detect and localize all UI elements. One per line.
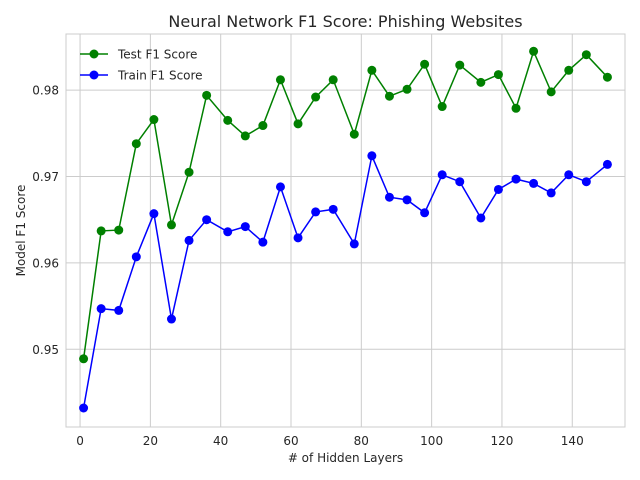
series-train-point [114,305,124,315]
series-test-point [602,72,612,82]
series-test-point [202,90,212,100]
chart-title: Neural Network F1 Score: Phishing Websit… [168,12,522,31]
y-tick-labels: 0.95 0.96 0.97 0.98 [32,84,59,357]
series-test-point [184,167,194,177]
series-test-point [311,92,321,102]
series-train-point [240,222,250,232]
series-train-point [384,192,394,202]
series-test-point [384,91,394,101]
x-tick-label: 120 [490,434,513,448]
x-tick-label: 20 [143,434,158,448]
legend-train-label: Train F1 Score [117,69,203,83]
x-tick-label: 80 [354,434,369,448]
series-train-point [529,178,539,188]
legend-test-marker [89,49,99,59]
series-train-point [476,213,486,223]
y-tick-label: 0.98 [32,84,59,98]
y-axis-label: Model F1 Score [14,185,28,277]
series-test-point [223,115,233,125]
plot-area-frame [65,33,626,428]
series-train-point [131,252,141,262]
series-train-point [202,215,212,225]
series-train-point [564,170,574,180]
series-test-point [258,121,268,131]
series-train-point [184,235,194,245]
series-train-point [223,227,233,237]
series-test-point [581,50,591,60]
series-test-point [493,70,503,80]
series-test-point [476,77,486,87]
series-train-point [328,204,338,214]
series-train-point [420,208,430,218]
series-train-point [79,403,89,413]
series-train-point [149,209,159,219]
series-test-point [240,131,250,141]
series-train-point [258,237,268,247]
series-train-point [311,207,321,217]
series-test-point [349,129,359,139]
series-test-line [82,49,608,359]
x-tick-label: 100 [420,434,443,448]
legend-train-marker [89,70,99,80]
y-tick-label: 0.97 [32,170,59,184]
series-test-point [275,75,285,85]
series-test-point [79,354,89,364]
legend-test-label: Test F1 Score [117,48,197,62]
series-train-point [349,239,359,249]
series-test-point [114,225,124,235]
series-train-point [581,177,591,187]
series-test-point [437,102,447,112]
series-test [79,46,612,364]
series-test-point [455,60,465,70]
series-test-point [367,65,377,75]
series-train [79,151,612,413]
series-train-point [96,304,106,314]
series-test-point [546,87,556,97]
x-axis-label: # of Hidden Layers [288,451,403,465]
series-test-point [420,59,430,69]
x-tick-labels: 0 20 40 60 80 100 120 140 [76,434,583,448]
series-train-point [166,314,176,324]
series-test-point [529,46,539,56]
series-train-point [402,195,412,205]
series-train-point [367,151,377,161]
series-train-point [455,177,465,187]
series-test-point [402,84,412,94]
series-layer [79,46,612,413]
series-test-point [564,65,574,75]
series-train-point [546,188,556,198]
series-test-point [328,75,338,85]
y-tick-label: 0.96 [32,256,59,270]
x-tick-label: 40 [213,434,228,448]
series-train-point [275,182,285,192]
x-tick-label: 0 [76,434,84,448]
series-test-point [149,115,159,125]
x-tick-label: 60 [283,434,298,448]
series-train-point [493,184,503,194]
series-test-point [166,220,176,230]
series-train-point [437,170,447,180]
series-train-point [511,174,521,184]
series-test-point [131,139,141,149]
series-test-point [511,103,521,113]
x-tick-label: 140 [561,434,584,448]
legend: Test F1 Score Train F1 Score [80,48,203,83]
grid [66,34,625,427]
series-test-point [96,226,106,236]
series-train-point [293,233,303,243]
series-test-point [293,119,303,129]
series-train-point [602,159,612,169]
y-tick-label: 0.95 [32,343,59,357]
